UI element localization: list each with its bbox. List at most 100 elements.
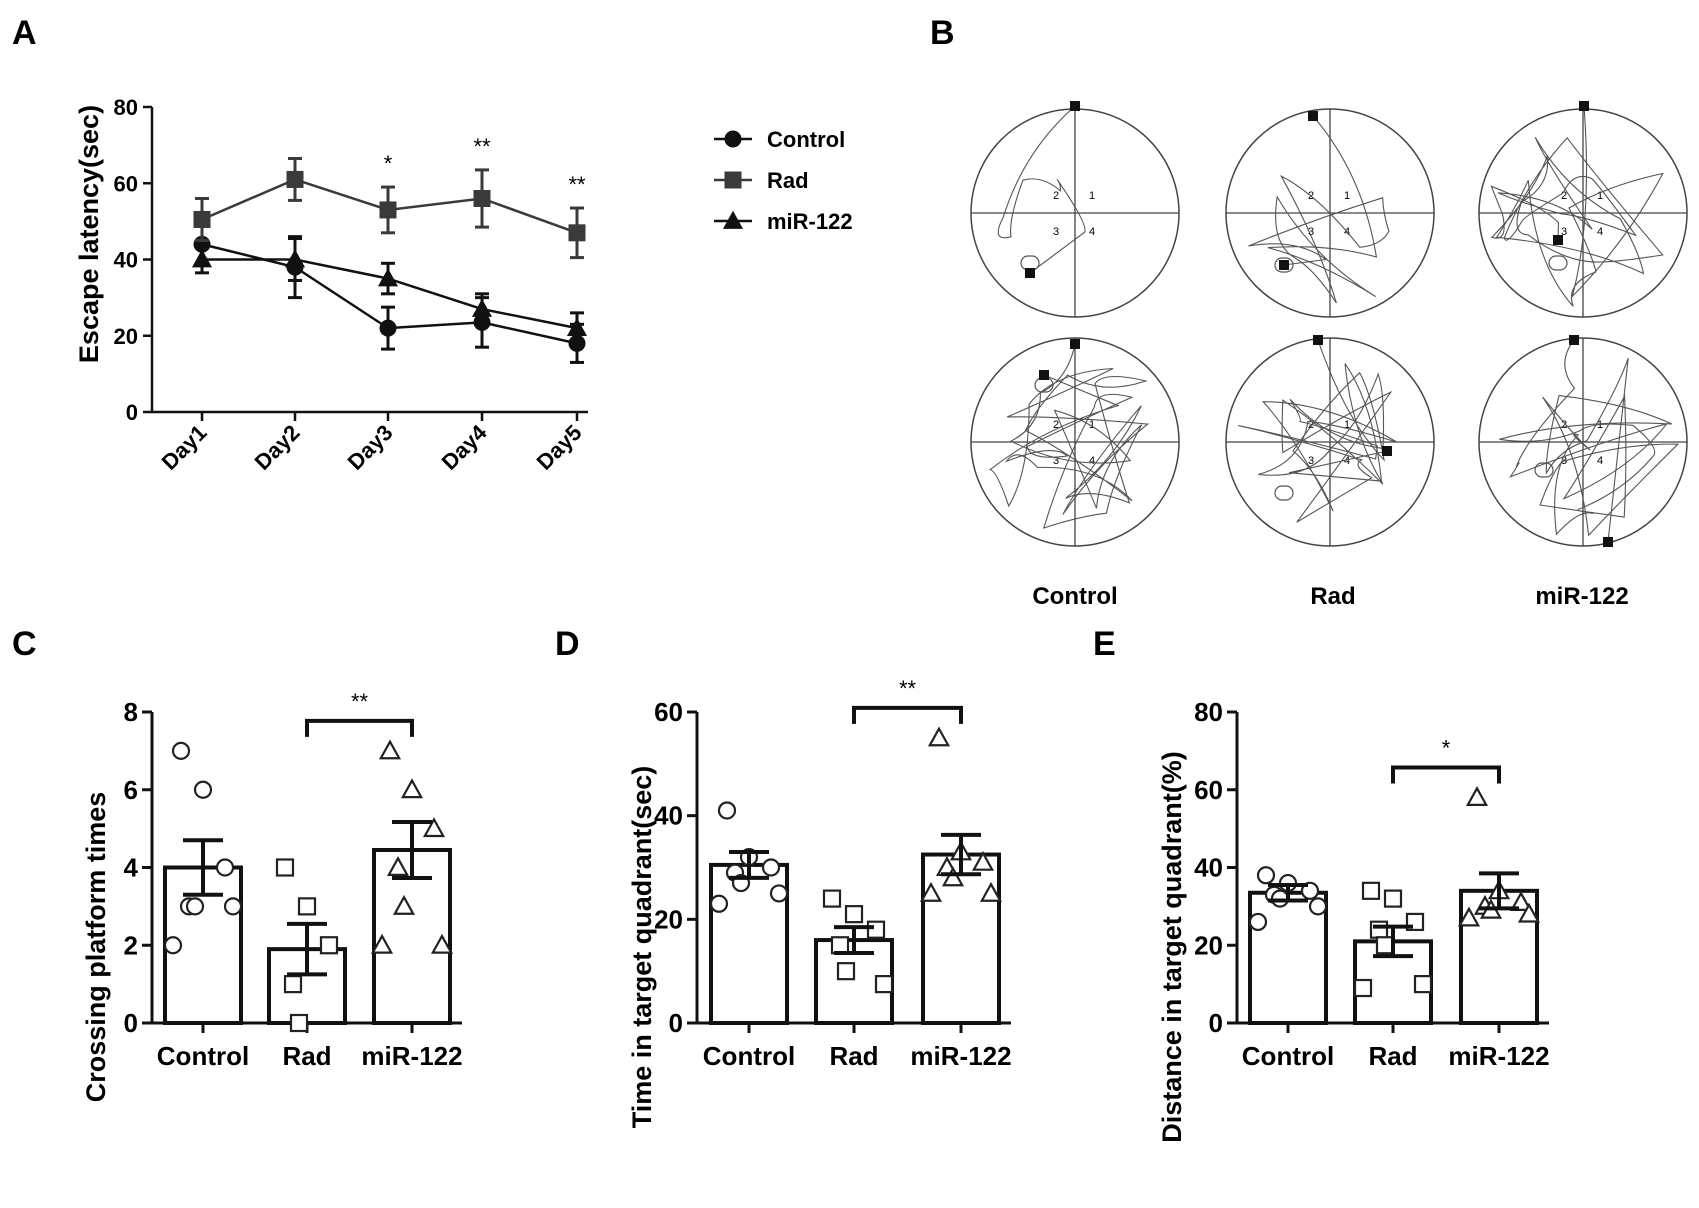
chart-c-data-point <box>430 933 454 954</box>
maze-start-marker <box>1308 111 1318 121</box>
maze-end-marker <box>1279 260 1289 270</box>
chart-e-significance-bracket <box>1391 765 1501 784</box>
chart-a-x-tick-label: Day2 <box>250 420 305 475</box>
maze-quadrant-number: 4 <box>1089 455 1095 467</box>
chart-a-legend-marker <box>724 130 742 148</box>
maze-track-images: Control Rad miR-122 2 1 3 4 2 1 3 4 2 1 3 4 2 1 3 4 2 1 3 4… <box>970 101 1688 610</box>
chart-c-data-point <box>297 897 317 916</box>
chart-e-x-tick-label: miR-122 <box>1448 1041 1549 1071</box>
panel-letter-c: C <box>12 625 37 663</box>
maze-swim-path <box>1248 115 1390 304</box>
maze-quadrant-number: 2 <box>1561 419 1567 431</box>
chart-a-point <box>471 298 493 317</box>
maze-start-marker <box>1313 335 1323 345</box>
chart-d-data-point <box>919 881 943 902</box>
chart-a-point <box>379 319 397 337</box>
chart-e-y-tick-label: 60 <box>1194 775 1223 805</box>
maze-quadrant-number: 3 <box>1308 455 1314 467</box>
chart-e-data-point <box>1413 975 1433 994</box>
chart-e-data-point <box>1457 906 1481 927</box>
chart-d-time-target-quadrant: Time in target quadrant(sec) 0 20 40 60 Cont… <box>627 676 1012 1128</box>
chart-a-x-tick-label: Day5 <box>532 420 587 475</box>
chart-d-bar <box>709 862 789 1025</box>
chart-d-x-tick-label: Control <box>703 1041 795 1071</box>
chart-a-x-tick-label: Day4 <box>437 419 492 474</box>
chart-d-data-point <box>830 936 850 955</box>
chart-a-legend-label: miR-122 <box>767 209 853 234</box>
maze-quadrant-number: 4 <box>1089 226 1095 238</box>
chart-d-x-tick-label: miR-122 <box>910 1041 1011 1071</box>
maze-end-marker <box>1553 235 1563 245</box>
chart-a-legend-marker <box>722 210 744 229</box>
maze-quadrant-number: 1 <box>1344 419 1350 431</box>
maze-end-marker <box>1025 268 1035 278</box>
chart-c-y-tick-label: 0 <box>124 1008 138 1038</box>
chart-e-x-tick-label: Rad <box>1368 1041 1417 1071</box>
chart-a-point <box>191 249 213 268</box>
chart-c-data-point <box>215 858 235 877</box>
chart-d-significance-label: ** <box>899 676 917 701</box>
chart-a-y-tick-label: 0 <box>126 400 138 425</box>
chart-a-y-axis-title: Escape latency(sec) <box>74 105 104 363</box>
chart-c-x-tick-label: Rad <box>282 1041 331 1071</box>
chart-a-point <box>193 210 211 228</box>
chart-e-significance-label: * <box>1442 736 1451 761</box>
chart-e-y-tick-label: 20 <box>1194 930 1223 960</box>
chart-e-data-point <box>1308 897 1328 916</box>
chart-c-crossing-platform: Crossing platform times 0 2 4 6 8 Control Rad m… <box>81 689 463 1102</box>
chart-a-significance: * <box>384 151 393 176</box>
chart-c-data-point <box>289 1013 309 1033</box>
chart-a-significance: ** <box>568 172 586 197</box>
chart-a-y-tick-label: 20 <box>114 324 138 349</box>
chart-d-y-tick-label: 60 <box>654 697 683 727</box>
maze-end-marker <box>1382 446 1392 456</box>
chart-d-data-point <box>971 850 995 871</box>
chart-d-bar <box>921 852 1001 1026</box>
chart-c-significance-bracket <box>305 718 414 737</box>
maze-start-marker <box>1579 101 1589 111</box>
chart-e-y-tick-label: 40 <box>1194 853 1223 883</box>
chart-d-data-point <box>979 881 1003 902</box>
chart-e-data-point <box>1369 920 1389 939</box>
chart-e-data-point <box>1361 881 1381 900</box>
maze-quadrant-number: 3 <box>1053 226 1059 238</box>
chart-e-data-point <box>1383 889 1403 908</box>
maze-quadrant-number: 3 <box>1308 226 1314 238</box>
chart-e-data-point <box>1465 786 1489 806</box>
maze-quadrant-number: 1 <box>1597 190 1603 202</box>
chart-d-data-point <box>717 801 737 820</box>
chart-d-data-point <box>844 905 864 924</box>
maze-quadrant-number: 1 <box>1089 419 1095 431</box>
panel-letter-a: A <box>12 14 37 52</box>
maze-end-marker <box>1039 370 1049 380</box>
maze-quadrant-number: 2 <box>1308 419 1314 431</box>
chart-d-data-point <box>941 866 965 887</box>
chart-d-data-point <box>709 894 729 913</box>
chart-d-significance-bracket <box>852 705 963 724</box>
chart-a-y-tick-label: 80 <box>114 95 138 120</box>
maze-start-marker <box>1070 101 1080 111</box>
chart-d-data-point <box>866 920 886 939</box>
panel-letter-d: D <box>555 625 580 663</box>
maze-quadrant-number: 2 <box>1053 190 1059 202</box>
chart-c-data-point <box>185 897 205 916</box>
chart-d-y-tick-label: 20 <box>654 904 683 934</box>
maze-quadrant-number: 2 <box>1053 419 1059 431</box>
chart-e-data-point <box>1256 866 1276 885</box>
chart-c-data-point <box>193 780 213 799</box>
chart-a-point <box>286 170 304 188</box>
chart-c-data-point <box>223 897 243 916</box>
chart-a-y-tick-label: 40 <box>114 248 138 273</box>
chart-d-y-axis-title: Time in target quadrant(sec) <box>627 766 657 1129</box>
panel-letter-b: B <box>930 14 955 52</box>
chart-c-data-point <box>163 936 183 955</box>
chart-a-point <box>568 224 586 242</box>
maze-quadrant-number: 3 <box>1053 455 1059 467</box>
chart-e-data-point <box>1517 902 1541 923</box>
maze-start-marker <box>1070 339 1080 349</box>
maze-swim-path <box>988 343 1150 529</box>
chart-e-y-axis-title: Distance in target quadrant(%) <box>1157 751 1187 1143</box>
chart-d-y-tick-label: 40 <box>654 801 683 831</box>
chart-a-y-tick-label: 60 <box>114 171 138 196</box>
